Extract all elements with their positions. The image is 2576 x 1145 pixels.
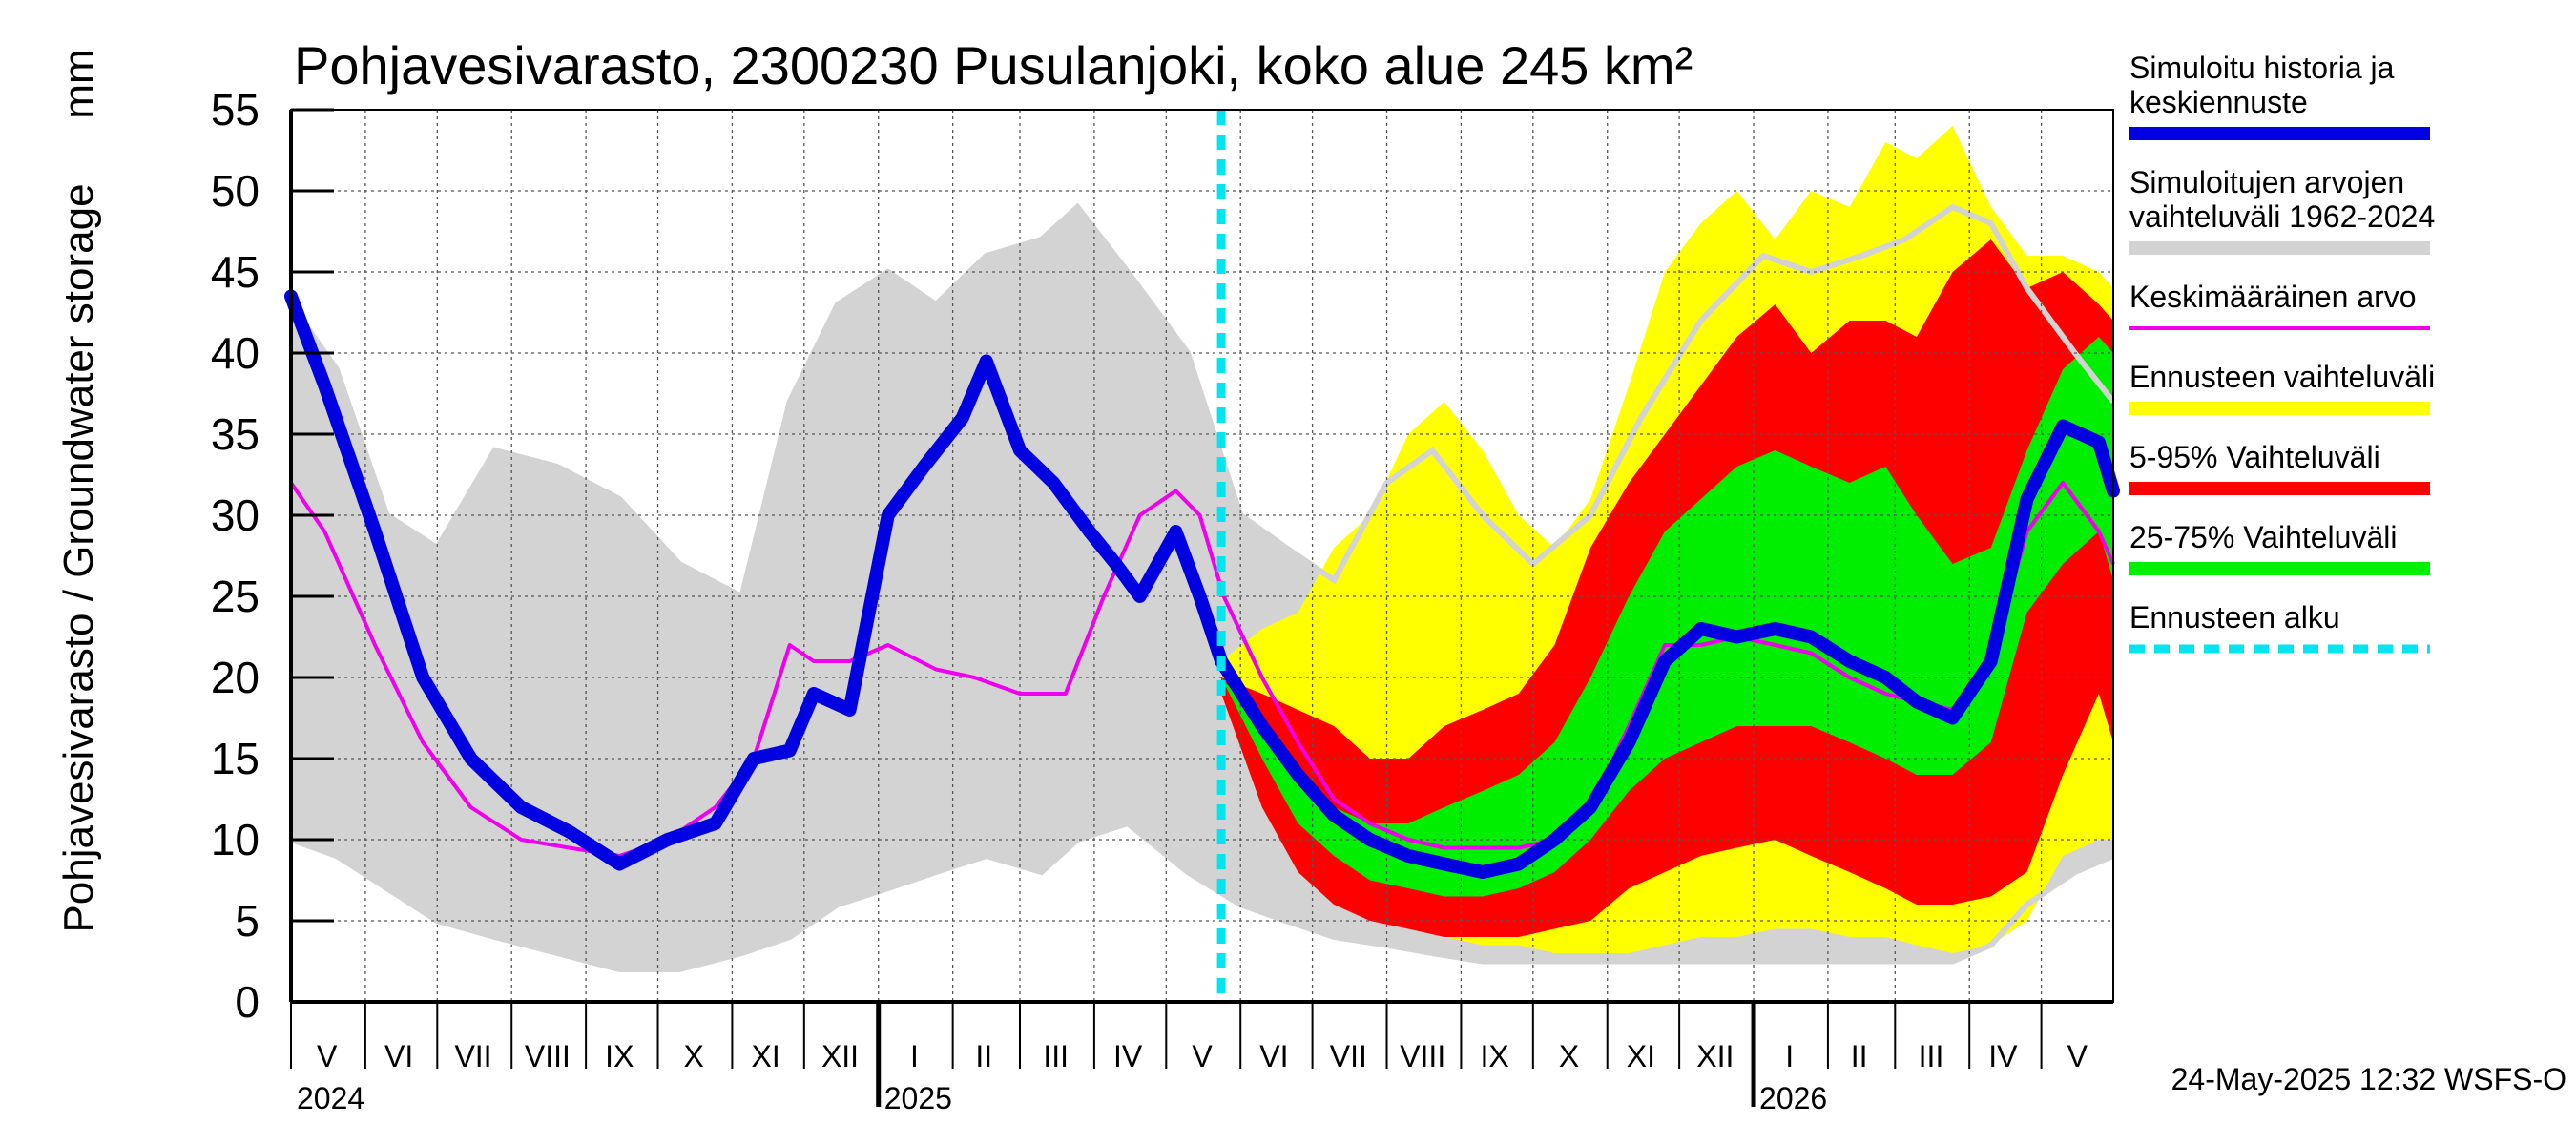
- x-month-label-24: V: [2067, 1039, 2088, 1073]
- footer-timestamp: 24-May-2025 12:32 WSFS-O: [2171, 1062, 2566, 1096]
- x-month-label-12: V: [1192, 1039, 1213, 1073]
- x-month-label-23: IV: [1988, 1039, 2018, 1073]
- y-tick-label-50: 50: [211, 166, 260, 216]
- x-month-label-0: V: [317, 1039, 338, 1073]
- x-year-label-2026: 2026: [1759, 1081, 1827, 1115]
- y-tick-label-40: 40: [211, 328, 260, 378]
- line-layer: [284, 110, 2120, 1002]
- y-tick-label-0: 0: [235, 977, 260, 1027]
- x-month-label-18: XI: [1627, 1039, 1655, 1073]
- band-p25_75: [1221, 337, 2113, 897]
- x-month-label-7: XII: [821, 1039, 859, 1073]
- y-tick-label-20: 20: [211, 653, 260, 702]
- legend-label-p25_75: 25-75% Vaihteluväli: [2129, 520, 2397, 554]
- y-tick-label-30: 30: [211, 490, 260, 540]
- x-month-label-8: I: [910, 1039, 919, 1073]
- x-month-label-3: VIII: [525, 1039, 571, 1073]
- legend-label-mean: Keskimääräinen arvo: [2129, 280, 2417, 314]
- x-year-label-2024: 2024: [297, 1081, 364, 1115]
- x-month-label-19: XII: [1696, 1039, 1734, 1073]
- x-month-label-15: VIII: [1400, 1039, 1445, 1073]
- y-tick-label-55: 55: [211, 85, 260, 135]
- y-axis-label: Pohjavesivarasto / Groundwater storage: [55, 183, 102, 932]
- y-axis-unit: mm: [55, 49, 102, 118]
- x-month-label-10: III: [1043, 1039, 1069, 1073]
- legend-label-p5_95: 5-95% Vaihteluväli: [2129, 440, 2380, 474]
- legend-label-range-0: Simuloitujen arvojen: [2129, 165, 2404, 199]
- x-month-label-9: II: [975, 1039, 992, 1073]
- x-month-label-2: VII: [454, 1039, 491, 1073]
- legend-label-fc_range: Ennusteen vaihteluväli: [2129, 360, 2435, 394]
- y-tick-label-35: 35: [211, 409, 260, 459]
- x-month-label-20: I: [1785, 1039, 1794, 1073]
- x-year-label-2025: 2025: [884, 1081, 952, 1115]
- x-month-label-17: X: [1559, 1039, 1579, 1073]
- axes-layer: [289, 108, 2114, 1107]
- x-month-label-11: IV: [1113, 1039, 1143, 1073]
- y-tick-label-15: 15: [211, 734, 260, 783]
- chart-title: Pohjavesivarasto, 2300230 Pusulanjoki, k…: [294, 35, 1693, 95]
- y-tick-label-25: 25: [211, 572, 260, 621]
- y-tick-label-5: 5: [235, 896, 260, 946]
- x-month-label-16: IX: [1480, 1039, 1508, 1073]
- x-month-label-21: II: [1851, 1039, 1868, 1073]
- legend-label-history-1: keskiennuste: [2129, 85, 2308, 119]
- x-month-label-22: III: [1919, 1039, 1944, 1073]
- x-month-label-1: VI: [384, 1039, 413, 1073]
- legend-label-history-0: Simuloitu historia ja: [2129, 51, 2395, 85]
- x-month-label-4: IX: [605, 1039, 634, 1073]
- y-tick-label-10: 10: [211, 815, 260, 864]
- x-month-label-6: XI: [751, 1039, 779, 1073]
- legend-label-range-1: vaihteluväli 1962-2024: [2129, 199, 2435, 234]
- y-tick-label-45: 45: [211, 247, 260, 297]
- legend-label-fc_start: Ennusteen alku: [2129, 600, 2340, 635]
- x-month-label-14: VII: [1330, 1039, 1367, 1073]
- x-month-label-5: X: [684, 1039, 704, 1073]
- x-month-label-13: VI: [1259, 1039, 1288, 1073]
